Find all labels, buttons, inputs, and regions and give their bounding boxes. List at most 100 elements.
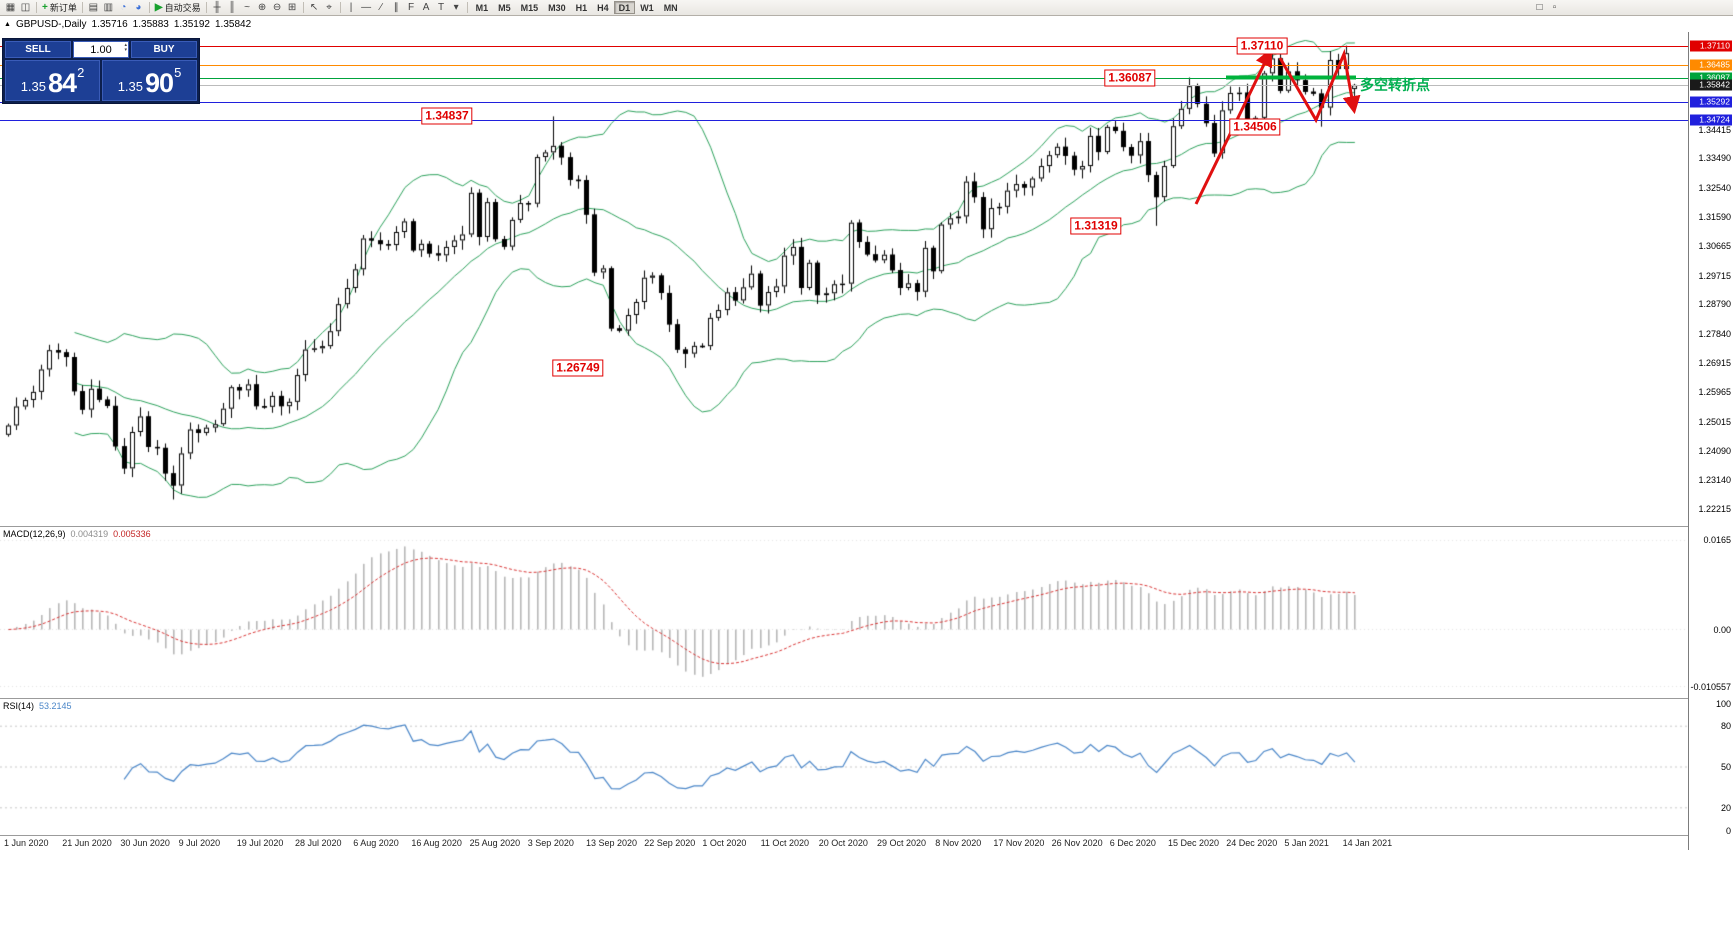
price-annotation: 1.31319 [1070,217,1122,235]
date-axis-label: 3 Sep 2020 [527,838,574,848]
price-axis-label: 1.28790 [1698,299,1731,310]
price-axis-label: 1.33490 [1698,153,1731,164]
timeframe-d1[interactable]: D1 [613,1,636,14]
horizontal-line-icon[interactable]: — [361,1,372,13]
timeframe-h1[interactable]: H1 [575,2,588,13]
date-axis-label: 5 Jan 2021 [1284,838,1329,848]
date-axis-separator [0,835,1733,836]
vertical-line-icon[interactable]: | [349,1,353,13]
chart-area: 1.34415 1.33490 1.32540 1.31590 1.30665 1.297… [0,32,1733,943]
price-axis-badge: 1.36485 [1690,59,1732,71]
price-axis-label: 1.27840 [1698,329,1731,340]
date-axis-label: 24 Dec 2020 [1226,838,1278,848]
trendline-icon[interactable]: ∕ [380,1,382,13]
date-axis-label: 1 Jun 2020 [4,838,49,848]
price-axis-badge: 1.36087 [1690,72,1732,83]
horizontal-line[interactable] [0,46,1688,47]
lot-size-input[interactable]: 1.00 ▴ ▾ [73,41,129,58]
horizontal-line[interactable] [0,102,1688,103]
channel-icon[interactable]: ∥ [393,1,399,13]
symbol-arrow-icon: ▲ [4,20,11,28]
arrows-icon[interactable]: ▾ [453,1,459,13]
macd-axis-label: 0.00 [1713,624,1731,635]
panel-separator[interactable] [0,698,1733,699]
new-chart-icon[interactable]: ◫ [20,1,31,13]
date-axis-label: 14 Jan 2021 [1342,838,1393,848]
timeframe-h4[interactable]: H4 [597,2,609,13]
fibonacci-icon[interactable]: F [408,1,415,13]
date-axis-label: 8 Nov 2020 [935,838,982,848]
cursor-icon[interactable]: ↖ [309,1,319,13]
lot-size-value: 1.00 [90,43,112,56]
strategy-tester-icon[interactable]: ◕ [135,1,142,13]
price-axis-label: 1.25015 [1698,416,1731,427]
bar-chart-icon[interactable]: ╫ [213,1,221,13]
ask-prefix: 1.35 [117,79,144,94]
timeframe-m5[interactable]: M5 [498,2,511,13]
panel-separator[interactable] [0,526,1733,527]
price-annotation: 1.37110 [1236,37,1288,55]
toolbar-separator [205,2,207,13]
date-axis-label: 6 Aug 2020 [353,838,399,848]
timeframe-m15[interactable]: M15 [520,2,539,13]
spin-up-icon[interactable]: ▴ [124,42,127,48]
timeframe-mn[interactable]: MN [663,2,678,13]
timeframe-w1[interactable]: W1 [640,2,654,13]
buy-price-button[interactable]: 1.35 90 5 [102,60,197,101]
price-axis-label: 1.22215 [1698,503,1731,514]
rsi-axis-label: 0 [1725,826,1731,836]
macd-name: MACD(12,26,9) [3,529,66,539]
ohlc-open: 1.35716 [91,18,128,30]
zoom-out-icon[interactable]: ⊖ [272,1,282,13]
new-order-button[interactable]: + 新订单 [42,1,77,13]
buy-button[interactable]: BUY [131,41,197,58]
turning-point-label: 多空转折点 [1360,76,1430,93]
rsi-axis-label: 20 [1720,802,1731,813]
line-chart-icon[interactable]: ~ [244,1,250,13]
window-restore-icon[interactable]: □ [1536,2,1543,13]
sell-button[interactable]: SELL [5,41,71,58]
text-icon[interactable]: A [422,1,430,13]
rsi-axis-label: 80 [1720,721,1731,732]
date-axis-label: 11 Oct 2020 [760,838,809,848]
date-axis-label: 21 Jun 2020 [62,838,112,848]
date-axis-label: 6 Dec 2020 [1109,838,1156,848]
bid-big-digits: 84 [48,68,77,98]
autotrading-button[interactable]: ▶ 自动交易 [154,1,201,13]
price-axis-label: 1.23140 [1698,475,1731,486]
horizontal-line[interactable] [0,120,1688,121]
date-axis-label: 25 Aug 2020 [469,838,521,848]
toolbar-separator [302,2,304,13]
zoom-in-icon[interactable]: ⊕ [257,1,267,13]
window-menu-icon[interactable]: ▫ [1552,2,1557,13]
macd-main-value: 0.004319 [70,529,109,539]
sell-price-button[interactable]: 1.35 84 2 [5,60,100,101]
tile-windows-icon[interactable]: ⊞ [287,1,297,13]
price-chart-canvas[interactable] [0,32,1688,525]
horizontal-line[interactable] [0,85,1688,86]
rsi-axis-label: 100 [1715,699,1731,709]
macd-axis-label: 0.0165 [1703,535,1731,546]
chart-list-icon[interactable]: ▥ [103,1,114,13]
date-axis-label: 30 Jun 2020 [120,838,170,848]
timeframe-m30[interactable]: M30 [548,2,566,13]
data-window-icon[interactable]: ◔ [120,1,127,13]
horizontal-line[interactable] [0,78,1688,79]
timeframe-m1[interactable]: M1 [475,2,489,13]
profiles-icon[interactable]: ▤ [88,1,99,13]
horizontal-line[interactable] [0,65,1688,66]
price-axis-badge: 1.34724 [1690,114,1732,126]
rsi-value: 53.2145 [39,701,72,711]
lot-spinner[interactable]: ▴ ▾ [124,43,127,53]
candlestick-chart-icon[interactable]: ║ [228,1,236,13]
date-axis-label: 9 Jul 2020 [178,838,221,848]
spin-down-icon[interactable]: ▾ [124,47,127,53]
market-watch-icon[interactable]: ▦ [5,1,16,13]
text-label-icon[interactable]: T [438,1,445,13]
macd-indicator-canvas[interactable] [0,527,1688,697]
price-axis-badge: 1.35842 [1690,79,1732,91]
rsi-indicator-canvas[interactable] [0,699,1688,835]
crosshair-icon[interactable]: ⌖ [326,1,332,13]
toolbar-right-group: □ ▫ [1532,1,1562,15]
